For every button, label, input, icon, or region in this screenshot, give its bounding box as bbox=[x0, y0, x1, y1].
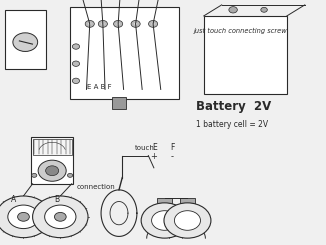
Bar bbox=[111, 97, 126, 109]
Circle shape bbox=[0, 196, 51, 238]
Bar bbox=[157, 198, 172, 205]
Circle shape bbox=[72, 44, 80, 49]
Circle shape bbox=[45, 205, 76, 229]
Bar bbox=[5, 10, 46, 69]
Circle shape bbox=[229, 7, 237, 13]
Text: E: E bbox=[153, 143, 157, 151]
Text: Battery  2V: Battery 2V bbox=[196, 100, 271, 113]
Circle shape bbox=[164, 203, 211, 238]
Text: E A B F: E A B F bbox=[87, 84, 112, 90]
Bar bbox=[31, 137, 73, 184]
Text: just touch connecting screw: just touch connecting screw bbox=[194, 28, 288, 34]
Circle shape bbox=[149, 21, 158, 27]
Text: F: F bbox=[170, 143, 175, 151]
Circle shape bbox=[134, 23, 137, 25]
Text: B: B bbox=[54, 195, 60, 204]
Circle shape bbox=[13, 33, 38, 51]
Circle shape bbox=[174, 211, 200, 230]
Circle shape bbox=[18, 212, 29, 221]
Circle shape bbox=[131, 21, 140, 27]
Circle shape bbox=[38, 160, 66, 181]
Circle shape bbox=[67, 173, 73, 177]
Text: -: - bbox=[170, 152, 174, 161]
Text: connection: connection bbox=[77, 184, 115, 190]
Circle shape bbox=[72, 78, 80, 84]
Circle shape bbox=[152, 211, 178, 230]
Circle shape bbox=[72, 61, 80, 66]
Circle shape bbox=[54, 212, 66, 221]
Text: +: + bbox=[150, 152, 157, 161]
Circle shape bbox=[88, 23, 91, 25]
Circle shape bbox=[8, 205, 39, 229]
Bar bbox=[70, 7, 179, 99]
Bar bbox=[204, 16, 287, 94]
Circle shape bbox=[141, 203, 188, 238]
Circle shape bbox=[98, 21, 108, 27]
Circle shape bbox=[32, 173, 37, 177]
Bar bbox=[33, 139, 72, 155]
Circle shape bbox=[46, 166, 59, 176]
Circle shape bbox=[261, 7, 267, 12]
Text: touch: touch bbox=[135, 145, 155, 151]
Circle shape bbox=[85, 21, 94, 27]
Text: 1 battery cell = 2V: 1 battery cell = 2V bbox=[196, 121, 268, 129]
Circle shape bbox=[152, 23, 155, 25]
Bar bbox=[180, 198, 195, 205]
Circle shape bbox=[116, 23, 120, 25]
Circle shape bbox=[33, 196, 88, 238]
Circle shape bbox=[101, 23, 104, 25]
Text: A: A bbox=[11, 195, 16, 204]
Circle shape bbox=[113, 21, 123, 27]
